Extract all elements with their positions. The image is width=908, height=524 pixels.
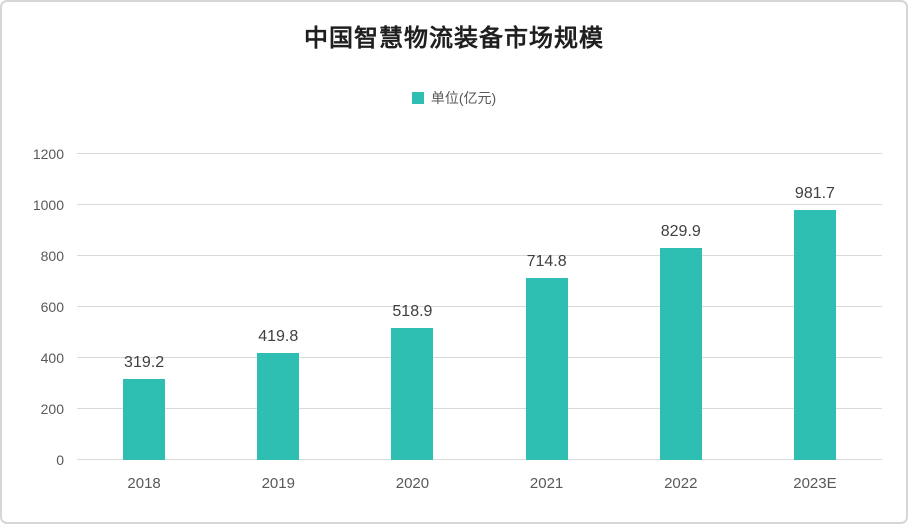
bar-slot: 714.8 2021 bbox=[480, 154, 614, 492]
bar-slot: 419.8 2019 bbox=[211, 154, 345, 492]
x-axis-label: 2021 bbox=[529, 475, 564, 492]
bar-value-label: 419.8 bbox=[258, 327, 299, 345]
bar-value-label: 714.8 bbox=[526, 252, 567, 270]
x-axis-label: 2018 bbox=[127, 475, 161, 492]
x-axis-label: 2020 bbox=[395, 475, 430, 492]
y-axis-tick-label: 1000 bbox=[32, 197, 64, 213]
gridline bbox=[77, 459, 882, 460]
x-axis-label: 2023E bbox=[793, 475, 837, 492]
chart-title: 中国智慧物流装备市场规模 bbox=[304, 26, 604, 52]
bar bbox=[257, 352, 300, 460]
y-axis-tick-label: 400 bbox=[40, 350, 64, 366]
bar-value-label: 518.9 bbox=[392, 302, 433, 320]
y-axis-tick-labels: 0 200 400 600 800 1000 1200 bbox=[2, 146, 70, 468]
bar bbox=[793, 209, 836, 460]
bar-value-label: 981.7 bbox=[794, 184, 835, 202]
gridline bbox=[77, 255, 882, 256]
gridline bbox=[77, 153, 882, 154]
bar-slot: 829.9 2022 bbox=[614, 154, 748, 492]
bar bbox=[123, 378, 166, 460]
y-axis-tick-label: 200 bbox=[40, 401, 64, 417]
bar-slot: 518.9 2020 bbox=[345, 154, 479, 492]
y-axis-tick-label: 0 bbox=[56, 452, 64, 468]
bar bbox=[391, 327, 434, 460]
y-axis-tick-label: 600 bbox=[40, 299, 64, 315]
bar-value-label: 829.9 bbox=[660, 223, 701, 241]
gridline bbox=[77, 204, 882, 205]
gridline bbox=[77, 408, 882, 409]
bar-value-label: 319.2 bbox=[124, 353, 165, 371]
bar-slot: 319.2 2018 bbox=[77, 154, 211, 492]
x-axis-label: 2019 bbox=[261, 475, 295, 492]
gridline bbox=[77, 357, 882, 358]
x-axis-label: 2022 bbox=[664, 475, 698, 492]
plot-area: 319.2 2018 419.8 2019 518.9 2020 714.8 2021 829.… bbox=[77, 153, 882, 492]
y-axis-tick-label: 1200 bbox=[32, 146, 64, 162]
bar-slot: 981.7 2023E bbox=[748, 154, 882, 492]
legend-label: 单位(亿元) bbox=[430, 90, 497, 106]
legend-swatch-icon bbox=[411, 92, 424, 104]
legend: 单位(亿元) bbox=[2, 88, 906, 108]
bar bbox=[659, 248, 702, 460]
gridline bbox=[77, 306, 882, 307]
y-axis-tick-label: 800 bbox=[40, 248, 64, 264]
bar bbox=[525, 277, 568, 460]
